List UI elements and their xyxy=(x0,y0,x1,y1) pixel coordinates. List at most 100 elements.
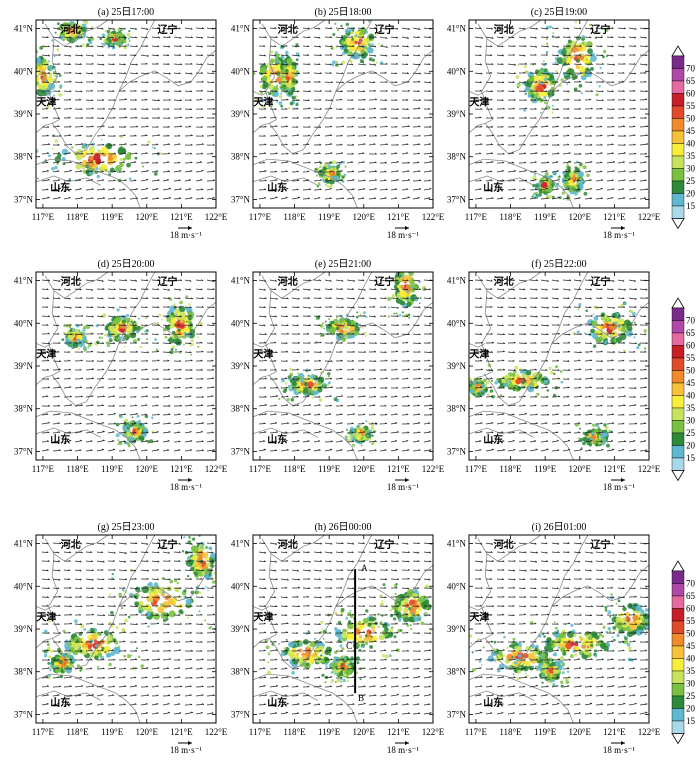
wind-arrow xyxy=(195,36,203,39)
wind-arrow xyxy=(291,197,300,200)
wind-arrow xyxy=(102,71,105,74)
wind-arrow xyxy=(96,197,105,200)
wind-arrow xyxy=(429,170,432,172)
wind-arrow xyxy=(351,98,354,101)
echo-cell xyxy=(278,53,281,56)
wind-arrow xyxy=(275,196,278,198)
wind-arrow xyxy=(212,72,215,74)
wind-arrow xyxy=(417,152,420,155)
wind-arrow xyxy=(286,152,289,155)
wind-arrow xyxy=(96,63,105,66)
wind-arrow xyxy=(63,90,72,93)
echo-cell xyxy=(113,336,116,340)
echo-cell xyxy=(70,328,73,331)
wind-arrow xyxy=(406,108,409,110)
echo-cell xyxy=(123,346,126,348)
wind-arrow xyxy=(390,27,399,30)
wind-arrow xyxy=(351,63,354,66)
wind-arrow xyxy=(195,143,204,146)
echo-cell xyxy=(148,440,151,443)
panel-title: (d) 25日20:00 xyxy=(98,259,155,270)
echo-cell xyxy=(121,319,126,324)
echo-cell xyxy=(289,101,294,106)
echo-cell xyxy=(543,190,547,194)
wind-arrow xyxy=(407,161,410,164)
echo-cell xyxy=(533,192,536,196)
wind-arrow xyxy=(201,71,204,74)
wind-arrow xyxy=(418,54,420,57)
echo-cell xyxy=(315,174,319,177)
wind-arrow xyxy=(46,134,49,137)
wind-arrow xyxy=(168,116,171,119)
wind-arrow xyxy=(269,27,277,29)
wind-arrow xyxy=(135,170,138,172)
wind-arrow xyxy=(429,54,432,56)
wind-arrow xyxy=(156,71,159,74)
wind-arrow xyxy=(140,387,148,389)
echo-cell xyxy=(96,174,100,179)
wind-arrow xyxy=(285,36,288,38)
wind-arrow xyxy=(166,178,170,181)
wind-arrow xyxy=(129,161,137,164)
echo-cell xyxy=(118,46,121,49)
echo-cell xyxy=(254,98,258,102)
wind-arrow xyxy=(401,72,409,74)
echo-cell xyxy=(68,325,72,329)
echo-cell xyxy=(185,320,188,323)
wind-arrow xyxy=(313,135,321,137)
wind-arrow xyxy=(274,161,277,163)
wind-arrow xyxy=(395,89,398,92)
wind-arrow xyxy=(406,45,409,48)
wind-arrow xyxy=(352,71,355,74)
place-label: 辽宁 xyxy=(158,275,178,288)
wind-arrow xyxy=(313,45,321,48)
echo-cell xyxy=(44,79,49,83)
wind-arrow xyxy=(291,72,300,74)
echo-cell xyxy=(344,165,347,168)
echo-cell xyxy=(583,191,588,196)
wind-arrow xyxy=(47,125,50,128)
echo-cell xyxy=(336,316,338,319)
echo-cell xyxy=(111,330,118,337)
wind-arrow xyxy=(617,126,625,128)
wind-arrow xyxy=(69,125,72,128)
wind-arrow xyxy=(179,169,182,172)
wind-arrow xyxy=(319,179,322,181)
wind-arrow xyxy=(341,125,345,128)
wind-arrow xyxy=(412,188,421,191)
wind-arrow xyxy=(206,54,215,57)
echo-cell xyxy=(332,33,336,36)
echo-cell xyxy=(579,56,582,58)
echo-cell xyxy=(83,20,85,23)
wind-arrow xyxy=(406,188,409,190)
lat-tick-label: 38°N xyxy=(14,404,34,414)
wind-arrow xyxy=(384,107,387,110)
echo-cell xyxy=(56,22,60,26)
wind-arrow xyxy=(124,179,127,181)
wind-arrow xyxy=(63,27,72,30)
echo-cell xyxy=(561,185,563,188)
wind-arrow xyxy=(173,143,181,146)
wind-arrow xyxy=(167,161,170,163)
echo-cell xyxy=(291,64,293,67)
wind-arrow xyxy=(285,54,288,56)
wind-arrow xyxy=(302,152,311,155)
echo-cell xyxy=(36,76,40,82)
wind-arrow xyxy=(357,170,365,173)
echo-cell xyxy=(40,84,46,90)
echo-cell xyxy=(295,70,299,74)
echo-cell xyxy=(322,166,327,171)
wind-arrow xyxy=(319,126,322,128)
lon-tick-label: 119°E xyxy=(534,212,557,222)
wind-arrow xyxy=(190,143,193,146)
echo-cell xyxy=(75,163,82,170)
wind-arrow xyxy=(90,134,93,137)
wind-arrow xyxy=(280,36,288,38)
wind-arrow xyxy=(145,98,148,101)
wind-arrow xyxy=(58,90,61,92)
wind-arrow xyxy=(74,81,83,84)
wind-arrow xyxy=(74,179,82,182)
wind-arrow xyxy=(79,187,82,190)
wind-arrow xyxy=(313,117,322,119)
wind-arrow xyxy=(123,170,126,173)
